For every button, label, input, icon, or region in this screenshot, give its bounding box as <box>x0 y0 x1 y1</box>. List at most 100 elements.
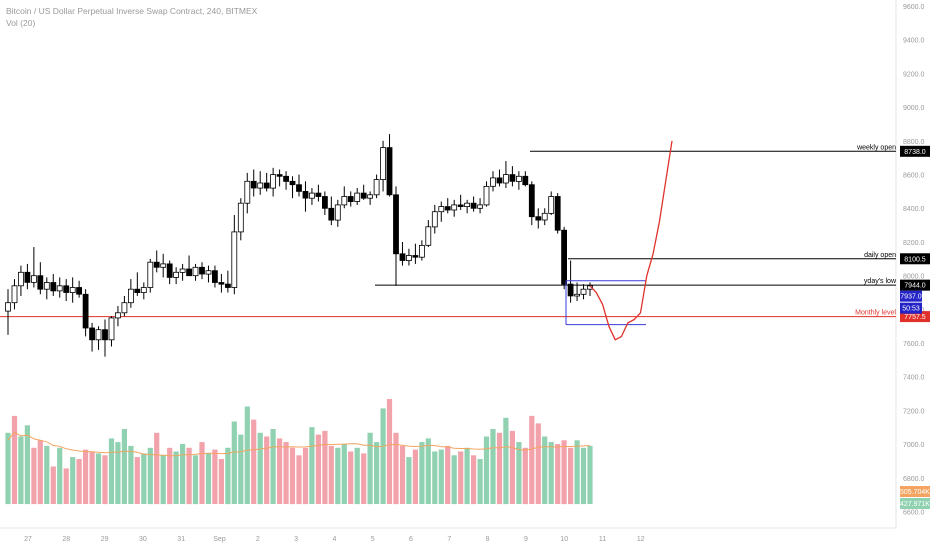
candle-body <box>231 231 238 288</box>
level-price-tag <box>900 253 930 265</box>
volume-bar <box>18 436 24 504</box>
candle-body <box>341 196 348 206</box>
current-price-tag-text: 7937.0 <box>900 294 922 301</box>
volume-bar <box>548 442 554 504</box>
volume-bar <box>522 447 528 505</box>
volume-bar <box>374 442 380 504</box>
candle-body <box>360 192 367 199</box>
candle-body <box>205 270 212 275</box>
candle-body <box>224 283 231 288</box>
candle-body <box>438 206 445 213</box>
candle-body <box>354 192 361 202</box>
volume-bar <box>348 451 354 504</box>
candle-body <box>399 253 406 261</box>
candle-body <box>50 282 57 292</box>
candle-body <box>502 174 509 184</box>
candle-body <box>567 283 574 297</box>
volume-bar <box>289 447 296 505</box>
volume-bar <box>341 444 347 504</box>
candle-body <box>561 229 567 285</box>
level-label: weekly open <box>856 144 896 151</box>
y-tick-label: 8600.0 <box>903 173 925 180</box>
candle-body <box>554 196 561 231</box>
candle-body <box>535 216 542 221</box>
candle-body <box>160 263 167 268</box>
candle-body <box>347 196 354 202</box>
volume-bar <box>503 417 509 505</box>
volume-bar <box>251 419 257 504</box>
y-tick-label: 6600.0 <box>903 510 925 517</box>
volume-bar <box>535 423 541 504</box>
volume-bar <box>471 455 477 505</box>
volume-bar <box>212 449 218 504</box>
volume-bar <box>141 453 147 504</box>
candle-body <box>37 275 44 290</box>
volume-bar <box>516 442 522 504</box>
volume-last-tag <box>900 498 930 509</box>
candle-body <box>121 302 128 314</box>
volume-bar <box>309 427 315 504</box>
level-label: Monthly level <box>855 310 896 317</box>
candle-body <box>186 268 193 277</box>
candle-body <box>418 244 425 258</box>
level-label: yday's low <box>864 278 897 285</box>
volume-bar <box>335 447 341 505</box>
volume-bar <box>296 455 302 505</box>
candle-body <box>296 184 302 192</box>
volume-indicator-label: Vol (20) <box>6 18 36 28</box>
candle-body <box>509 174 516 182</box>
volume-bar <box>24 425 30 505</box>
volume-bar <box>180 444 186 504</box>
candle-body <box>147 261 154 288</box>
candle-body <box>451 204 458 211</box>
candle-body <box>140 287 147 293</box>
volume-moving-average-line <box>7 431 591 457</box>
volume-bar <box>315 434 321 504</box>
level-label: daily open <box>864 252 896 259</box>
volume-bar <box>134 457 140 504</box>
y-tick-label: 8400.0 <box>903 206 925 213</box>
volume-bar <box>244 406 250 504</box>
volume-bar <box>173 451 179 504</box>
volume-bar <box>496 432 503 505</box>
level-price-tag <box>900 145 930 157</box>
volume-bar <box>451 455 457 505</box>
volume-bar <box>205 453 212 504</box>
volume-bar <box>70 457 76 504</box>
y-tick-label: 7200.0 <box>903 408 925 415</box>
candle-body <box>43 282 50 290</box>
candle-body <box>17 271 24 287</box>
volume-bar <box>44 445 50 504</box>
y-tick-label: 9400.0 <box>903 38 925 45</box>
candle-body <box>69 287 76 293</box>
candle-body <box>173 271 180 278</box>
candle-body <box>302 190 309 199</box>
candle-body <box>283 175 290 182</box>
candle-body <box>412 255 419 258</box>
candle-body <box>115 312 121 319</box>
volume-bar <box>95 453 102 504</box>
candle-body <box>528 184 535 218</box>
volume-bar <box>555 444 561 504</box>
candle-body <box>373 179 380 196</box>
volume-ma-tag <box>900 486 930 497</box>
volume-bar <box>529 415 535 504</box>
volume-bar <box>37 440 43 505</box>
volume-bar <box>542 436 548 504</box>
y-tick-label: 6800.0 <box>903 476 925 483</box>
volume-ma-tag-text: 505.704K <box>900 489 930 496</box>
volume-bar <box>580 447 587 505</box>
candle-body <box>108 317 115 341</box>
volume-bar <box>445 445 451 504</box>
candle-body <box>315 192 322 197</box>
candle-body <box>263 182 270 189</box>
volume-bar <box>50 466 56 504</box>
candle-body <box>470 202 477 209</box>
projected-price-path <box>589 140 673 341</box>
candle-body <box>516 175 522 182</box>
volume-bar <box>477 459 483 504</box>
candle-body <box>276 174 283 177</box>
candle-body <box>63 285 70 293</box>
candle-body <box>24 271 31 283</box>
